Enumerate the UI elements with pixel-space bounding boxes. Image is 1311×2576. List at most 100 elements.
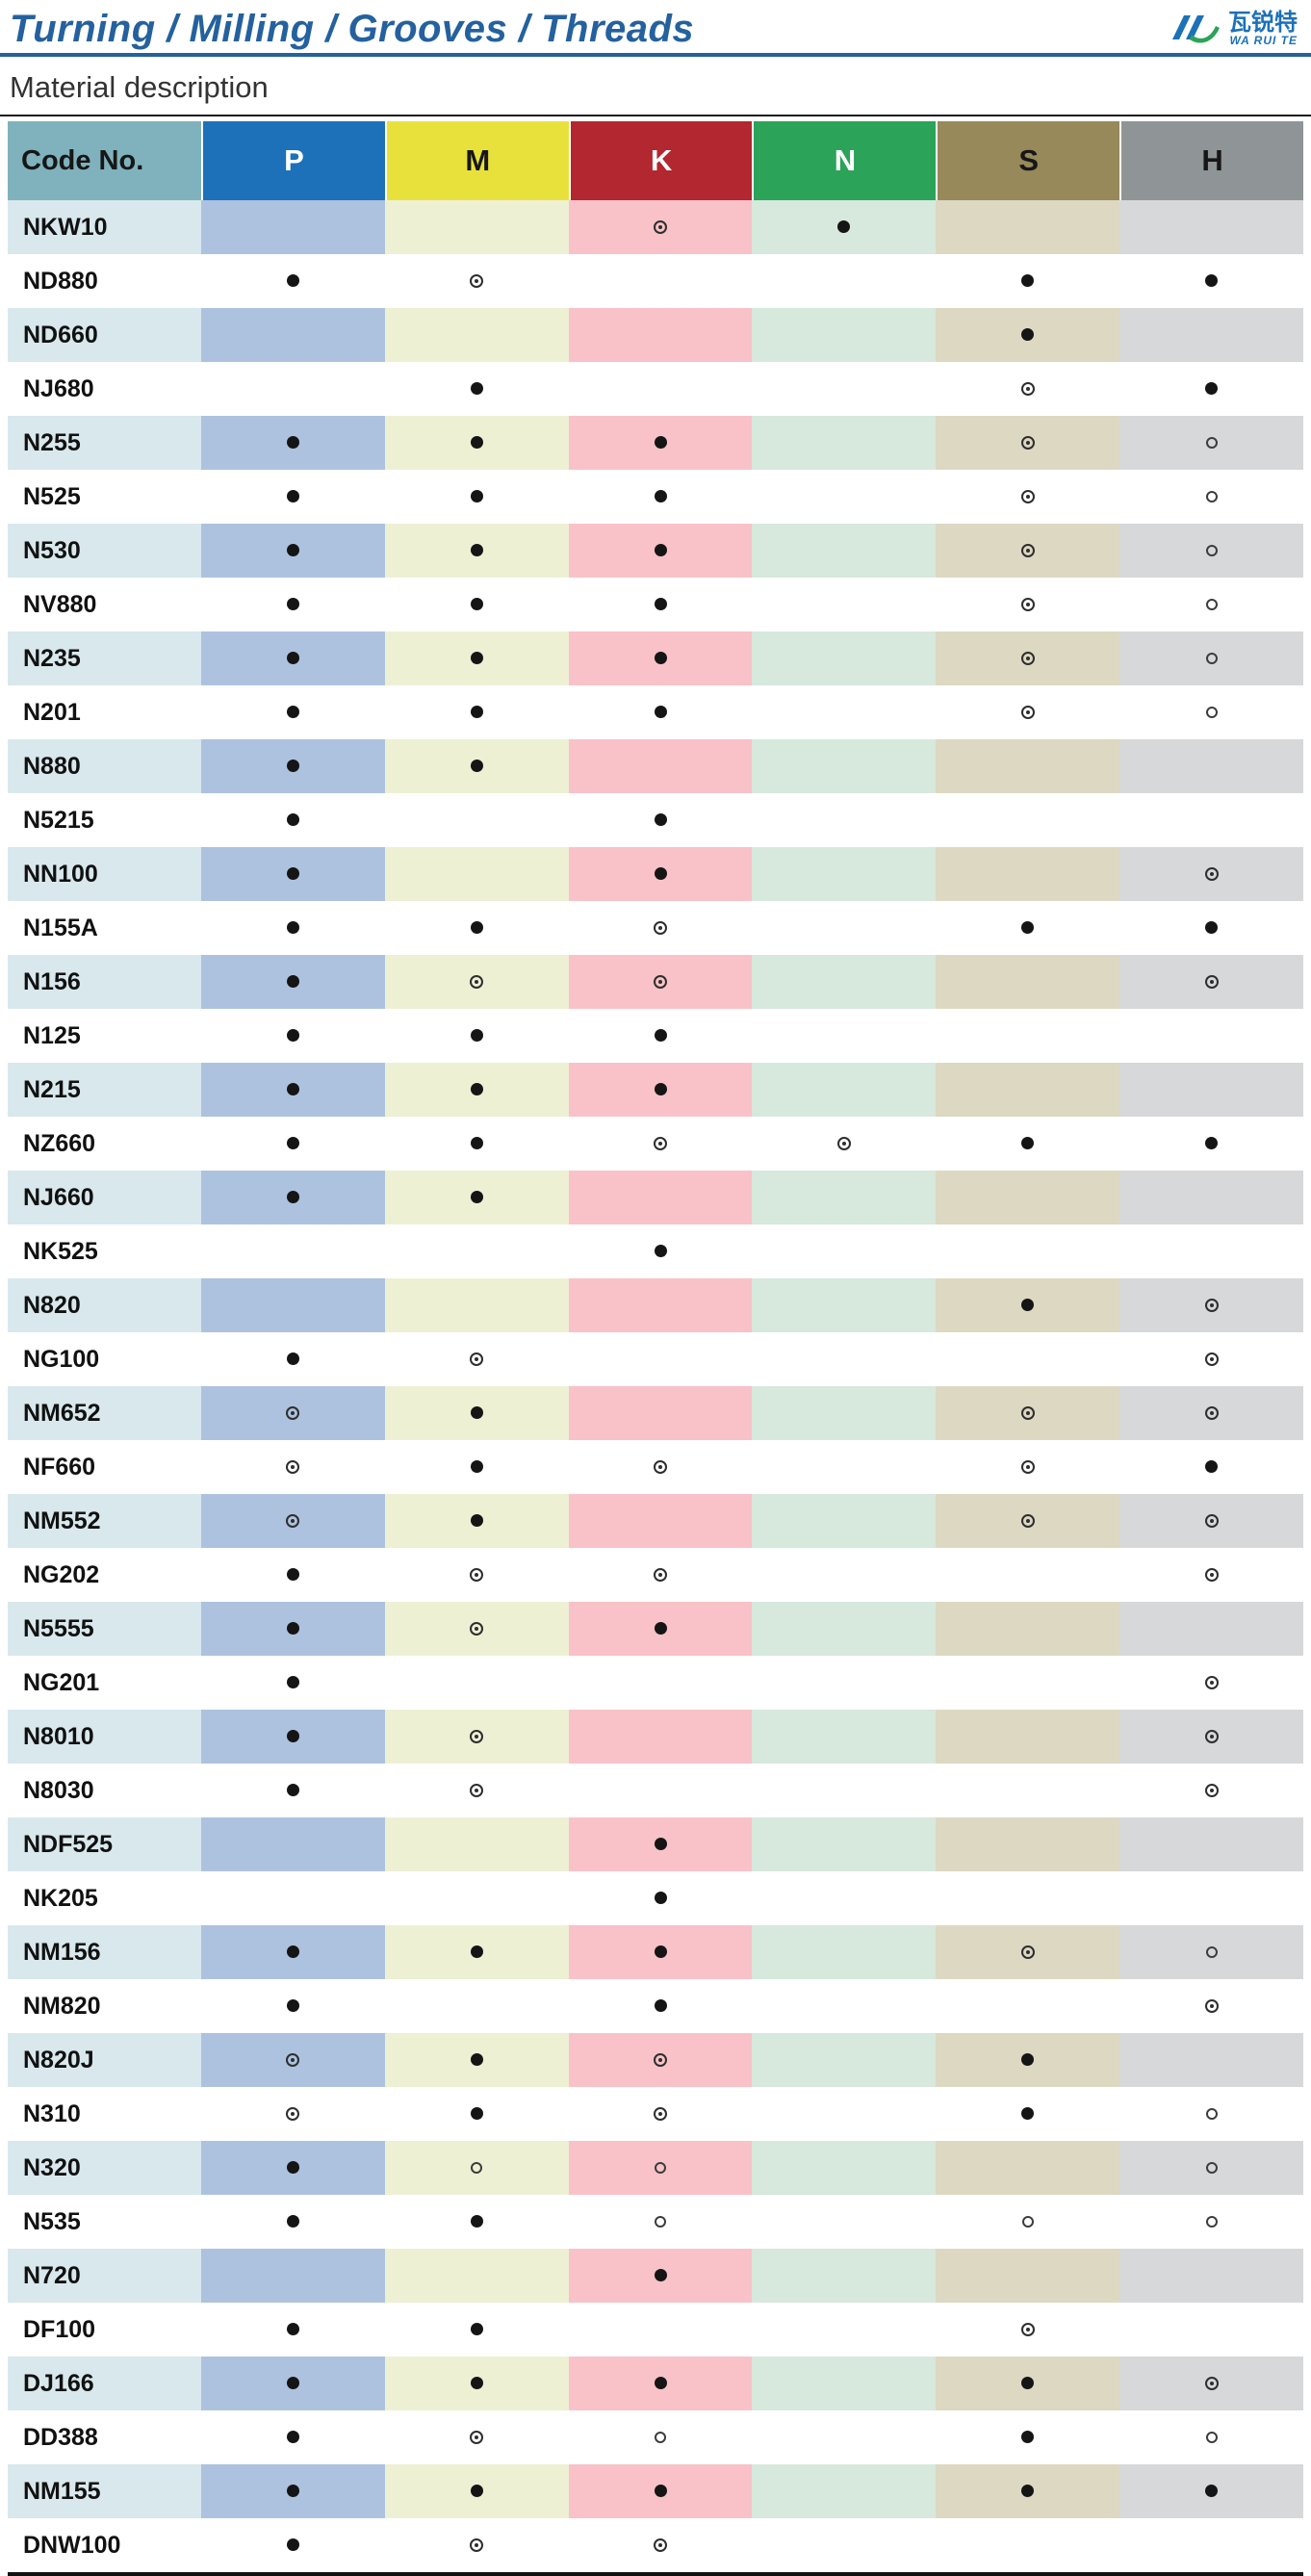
double-marker-icon	[286, 1513, 300, 1528]
code-cell: NM155	[8, 2464, 201, 2518]
marker-cell-P	[201, 578, 385, 631]
marker-cell-K	[568, 901, 753, 955]
filled-marker-icon	[286, 813, 299, 827]
double-marker-icon	[1020, 1459, 1035, 1474]
marker-cell-K	[568, 2303, 753, 2357]
table-row: ND660	[8, 308, 1303, 362]
open-marker-icon	[1021, 2215, 1034, 2228]
filled-marker-icon	[470, 2323, 483, 2336]
code-cell: ND660	[8, 308, 201, 362]
marker-cell-N	[752, 578, 937, 631]
double-marker-icon	[654, 2106, 668, 2121]
marker-cell-H	[1119, 1548, 1303, 1602]
double-marker-icon	[654, 1459, 668, 1474]
marker-cell-K	[568, 1386, 753, 1440]
marker-cell-M	[384, 1009, 569, 1063]
marker-cell-N	[752, 1386, 937, 1440]
marker-cell-P	[201, 739, 385, 793]
marker-cell-S	[936, 1656, 1120, 1710]
marker-cell-N	[752, 2303, 937, 2357]
marker-cell-P	[201, 1602, 385, 1656]
double-marker-icon	[1020, 435, 1035, 450]
table-row: N720	[8, 2249, 1303, 2303]
table-row: NM156	[8, 1925, 1303, 1979]
marker-cell-P	[201, 416, 385, 470]
marker-cell-M	[384, 1117, 569, 1171]
table-row: NM652	[8, 1386, 1303, 1440]
code-cell: DNW100	[8, 2518, 201, 2572]
material-table: Code No. P M K N S H NKW10 ND880 ND660 NJ680 N255 N…	[8, 121, 1303, 2576]
marker-cell-P	[201, 1440, 385, 1494]
marker-cell-S	[936, 2464, 1120, 2518]
page-title: Turning / Milling / Grooves / Threads	[10, 8, 695, 50]
logo-chinese-text: 瓦锐特	[1228, 10, 1298, 36]
marker-cell-N	[752, 1171, 937, 1224]
marker-cell-H	[1119, 2033, 1303, 2087]
marker-cell-N	[752, 2141, 937, 2195]
double-marker-icon	[1020, 1513, 1035, 1528]
table-row: NZ660	[8, 1117, 1303, 1171]
marker-cell-S	[936, 1764, 1120, 1817]
marker-cell-M	[384, 2410, 569, 2464]
open-marker-icon	[655, 2215, 667, 2228]
marker-cell-P	[201, 2303, 385, 2357]
filled-marker-icon	[286, 1784, 299, 1797]
table-row: DNW100	[8, 2518, 1303, 2572]
code-cell: N125	[8, 1009, 201, 1063]
marker-cell-M	[384, 631, 569, 685]
column-header-H: H	[1119, 121, 1303, 200]
table-row: NJ680	[8, 362, 1303, 416]
code-cell: N5215	[8, 793, 201, 847]
section-divider	[0, 115, 1311, 116]
marker-cell-K	[568, 1332, 753, 1386]
code-cell: N156	[8, 955, 201, 1009]
marker-cell-S	[936, 631, 1120, 685]
marker-cell-P	[201, 308, 385, 362]
filled-marker-icon	[470, 490, 483, 503]
marker-cell-H	[1119, 2087, 1303, 2141]
table-row: N535	[8, 2195, 1303, 2249]
marker-cell-M	[384, 2195, 569, 2249]
marker-cell-P	[201, 1548, 385, 1602]
marker-cell-H	[1119, 578, 1303, 631]
filled-marker-icon	[1021, 274, 1035, 288]
column-header-S: S	[936, 121, 1120, 200]
double-marker-icon	[654, 974, 668, 989]
marker-cell-S	[936, 1979, 1120, 2033]
marker-cell-S	[936, 847, 1120, 901]
marker-cell-M	[384, 470, 569, 524]
code-cell: NZ660	[8, 1117, 201, 1171]
marker-cell-H	[1119, 1656, 1303, 1710]
marker-cell-H	[1119, 524, 1303, 578]
filled-marker-icon	[286, 975, 299, 989]
code-cell: NM820	[8, 1979, 201, 2033]
table-row: DD388	[8, 2410, 1303, 2464]
marker-cell-P	[201, 1656, 385, 1710]
filled-marker-icon	[1205, 382, 1219, 396]
marker-cell-S	[936, 1063, 1120, 1117]
marker-cell-K	[568, 1224, 753, 1278]
double-marker-icon	[1204, 1405, 1219, 1420]
marker-cell-S	[936, 901, 1120, 955]
marker-cell-S	[936, 2410, 1120, 2464]
marker-cell-H	[1119, 685, 1303, 739]
marker-cell-N	[752, 685, 937, 739]
open-marker-icon	[1205, 2431, 1218, 2443]
double-marker-icon	[470, 1567, 484, 1582]
marker-cell-N	[752, 200, 937, 254]
marker-cell-N	[752, 1224, 937, 1278]
marker-cell-K	[568, 1440, 753, 1494]
filled-marker-icon	[654, 436, 667, 450]
double-marker-icon	[1020, 543, 1035, 557]
filled-marker-icon	[654, 652, 667, 665]
double-marker-icon	[1204, 866, 1219, 881]
marker-cell-K	[568, 1171, 753, 1224]
marker-cell-N	[752, 1440, 937, 1494]
code-cell: NG202	[8, 1548, 201, 1602]
filled-marker-icon	[286, 1352, 299, 1366]
table-row: N155A	[8, 901, 1303, 955]
table-row: NM155	[8, 2464, 1303, 2518]
logo-mark-icon	[1172, 15, 1220, 43]
marker-cell-K	[568, 2249, 753, 2303]
marker-cell-K	[568, 1548, 753, 1602]
